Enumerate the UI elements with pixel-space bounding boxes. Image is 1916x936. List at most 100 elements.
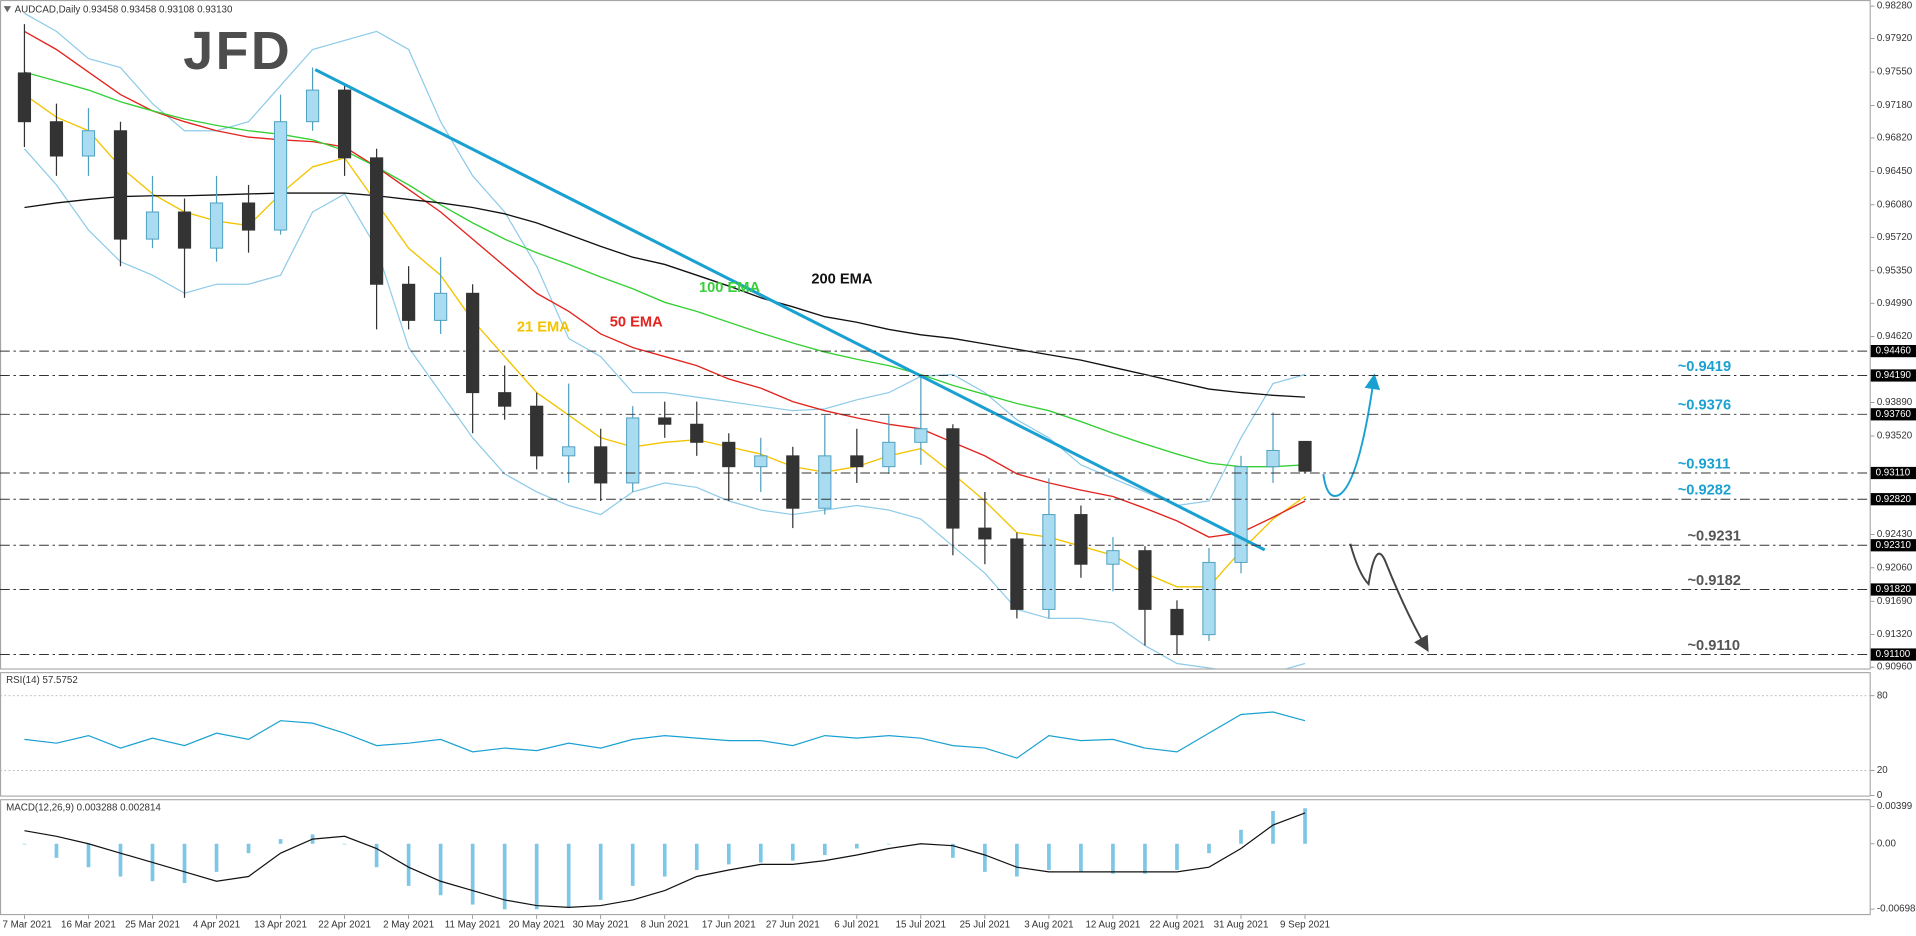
x-tick-label: 25 Mar 2021 bbox=[125, 920, 180, 931]
candle-body bbox=[818, 455, 832, 509]
level-box bbox=[1870, 648, 1916, 661]
y-tick-label: -0.006985 bbox=[1877, 904, 1916, 915]
macd-bar bbox=[118, 843, 123, 877]
y-tick-label: 0.94620 bbox=[1877, 331, 1913, 342]
main-panel bbox=[0, 0, 1871, 670]
candle-body bbox=[370, 157, 384, 285]
macd-bar bbox=[22, 843, 27, 845]
macd-bar bbox=[758, 843, 763, 863]
x-tick-label: 8 Jun 2021 bbox=[641, 920, 689, 931]
macd-bar bbox=[598, 843, 603, 900]
y-tick-label: 0.97550 bbox=[1877, 67, 1913, 78]
macd-bar bbox=[1239, 829, 1243, 844]
ema-line bbox=[24, 71, 1306, 468]
x-tick-label: 31 Aug 2021 bbox=[1214, 920, 1269, 931]
y-tick-label: 0.92060 bbox=[1877, 562, 1913, 573]
level-box bbox=[1870, 493, 1916, 506]
macd-bar bbox=[1047, 843, 1051, 870]
logo: JFD bbox=[183, 21, 292, 81]
macd-bar bbox=[854, 843, 859, 849]
ema-line bbox=[24, 94, 1306, 588]
candle-body bbox=[562, 446, 576, 457]
macd-bar bbox=[630, 843, 635, 886]
macd-bar bbox=[887, 843, 891, 845]
candle-body bbox=[1106, 550, 1120, 565]
scenario-arrow-up bbox=[1322, 373, 1381, 497]
candle-body bbox=[786, 455, 800, 509]
y-tick-label: 0.95350 bbox=[1877, 265, 1913, 276]
y-tick-label: 0.95720 bbox=[1877, 232, 1913, 243]
main-title: AUDCAD,Daily 0.93458 0.93458 0.93108 0.9… bbox=[15, 4, 233, 15]
x-tick-label: 22 Apr 2021 bbox=[318, 920, 371, 931]
macd-bar bbox=[406, 843, 411, 886]
level-box bbox=[1870, 466, 1916, 480]
macd-bar bbox=[374, 843, 379, 868]
macd-bar bbox=[1207, 843, 1211, 854]
level-note: ~0.9311 bbox=[1678, 456, 1731, 472]
level-label: 0.93760 bbox=[1876, 409, 1912, 420]
candle-body bbox=[1234, 466, 1248, 563]
candle-body bbox=[946, 428, 960, 529]
level-box bbox=[1870, 344, 1916, 358]
candle-body bbox=[1266, 449, 1280, 468]
macd-bar bbox=[438, 843, 443, 896]
level-note: ~0.9182 bbox=[1687, 573, 1740, 589]
y-tick-label: 0.91690 bbox=[1877, 596, 1913, 607]
candle-body bbox=[273, 121, 288, 231]
macd-bar bbox=[502, 843, 507, 910]
band-lower bbox=[23, 148, 1306, 669]
y-tick-label: 0.93890 bbox=[1877, 397, 1913, 408]
candle-body bbox=[1298, 440, 1312, 472]
x-tick-label: 15 Jul 2021 bbox=[896, 920, 947, 931]
candle-body bbox=[241, 202, 256, 231]
macd-panel bbox=[0, 799, 1871, 916]
macd-bar bbox=[694, 843, 699, 870]
macd-bar bbox=[1271, 811, 1275, 844]
y-tick-label: 0.96820 bbox=[1877, 133, 1913, 144]
level-label: 0.94460 bbox=[1876, 346, 1912, 357]
candle-body bbox=[722, 441, 736, 468]
level-box bbox=[1870, 539, 1916, 552]
ema-label: 100 EMA bbox=[699, 280, 761, 296]
level-label: 0.92310 bbox=[1876, 540, 1912, 551]
level-label: 0.91100 bbox=[1876, 649, 1911, 660]
x-tick-label: 4 Apr 2021 bbox=[193, 920, 240, 931]
macd-signal bbox=[24, 812, 1306, 909]
macd-title: MACD(12,26,9) 0.003288 0.002814 bbox=[6, 802, 161, 813]
candle-body bbox=[978, 527, 992, 540]
candle-body bbox=[850, 455, 864, 468]
candle-body bbox=[914, 428, 928, 443]
y-tick-label: 0.00399 bbox=[1877, 801, 1912, 812]
candle-body bbox=[177, 211, 192, 249]
candle-body bbox=[49, 121, 64, 157]
x-tick-label: 13 Apr 2021 bbox=[254, 920, 307, 931]
candle-body bbox=[754, 455, 768, 468]
y-tick-label: 0.96450 bbox=[1877, 166, 1913, 177]
level-label: 0.91820 bbox=[1876, 584, 1912, 595]
macd-bar bbox=[246, 843, 251, 854]
macd-bar bbox=[86, 843, 91, 868]
x-tick-label: 30 May 2021 bbox=[572, 920, 628, 931]
y-tick-label: 0.93520 bbox=[1877, 431, 1913, 442]
macd-bar bbox=[822, 843, 827, 856]
candle-body bbox=[434, 292, 448, 321]
x-tick-label: 27 Jun 2021 bbox=[766, 920, 820, 931]
candle-body bbox=[305, 89, 320, 123]
rsi-title: RSI(14) 57.5752 bbox=[6, 675, 78, 686]
macd-bar bbox=[342, 843, 347, 845]
ema-label: 21 EMA bbox=[517, 319, 570, 335]
candle-body bbox=[1010, 538, 1024, 610]
y-tick-label: 0.98280 bbox=[1877, 1, 1913, 12]
candle-body bbox=[1202, 561, 1216, 636]
level-label: 0.94190 bbox=[1876, 370, 1912, 381]
ema-label: 200 EMA bbox=[811, 272, 873, 288]
trend-line bbox=[314, 68, 1266, 552]
candle-body bbox=[626, 417, 640, 484]
scenario-arrow-down bbox=[1349, 543, 1429, 652]
x-tick-label: 3 Aug 2021 bbox=[1024, 920, 1073, 931]
macd-bar bbox=[182, 843, 187, 884]
candle-body bbox=[690, 423, 704, 443]
